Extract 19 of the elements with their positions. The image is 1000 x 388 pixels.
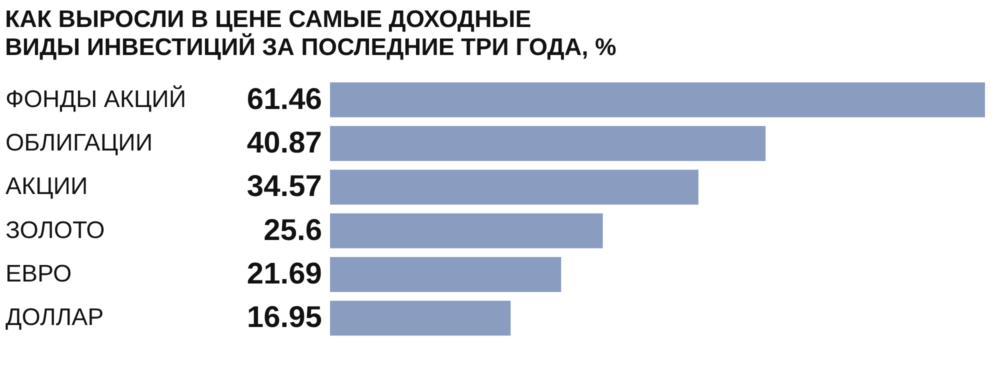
chart-title: КАК ВЫРОСЛИ В ЦЕНЕ САМЫЕ ДОХОДНЫЕ ВИДЫ ИНВЕСТИЦИЙ ЗА ПОСЛЕДНИЕ ТРИ ГОДА, % bbox=[5, 6, 616, 61]
data-label: 61.46 bbox=[246, 82, 322, 116]
bar bbox=[330, 82, 985, 118]
y-tick-label: ФОНДЫ АКЦИЙ bbox=[6, 84, 186, 113]
bar bbox=[330, 170, 698, 205]
bar bbox=[330, 126, 766, 161]
y-tick-label: ДОЛЛАР bbox=[6, 304, 104, 332]
data-label: 16.95 bbox=[246, 301, 322, 334]
y-tick-label: АКЦИИ bbox=[6, 173, 88, 200]
y-tick-label: ЕВРО bbox=[6, 260, 72, 288]
data-label: 25.6 bbox=[264, 214, 322, 247]
bar bbox=[330, 257, 562, 292]
bar bbox=[330, 213, 603, 248]
data-label: 40.87 bbox=[246, 126, 322, 160]
bar bbox=[330, 300, 511, 336]
y-tick-label: ОБЛИГАЦИИ bbox=[6, 130, 153, 156]
y-tick-label: ЗОЛОТО bbox=[6, 216, 105, 244]
data-label: 34.57 bbox=[246, 170, 322, 204]
data-label: 21.69 bbox=[246, 258, 322, 290]
